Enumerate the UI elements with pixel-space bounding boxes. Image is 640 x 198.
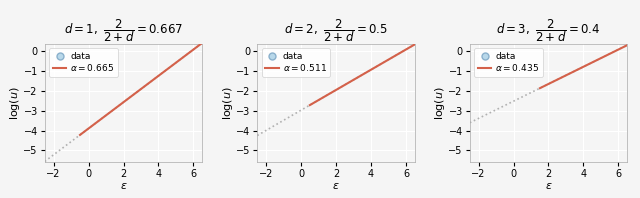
Title: $d = 1,\ \dfrac{2}{2+d} = 0.667$: $d = 1,\ \dfrac{2}{2+d} = 0.667$ — [64, 17, 183, 44]
X-axis label: $\varepsilon$: $\varepsilon$ — [545, 181, 552, 191]
Y-axis label: $\log(u)$: $\log(u)$ — [221, 86, 235, 120]
Title: $d = 2,\ \dfrac{2}{2+d} = 0.5$: $d = 2,\ \dfrac{2}{2+d} = 0.5$ — [284, 17, 388, 44]
X-axis label: $\varepsilon$: $\varepsilon$ — [332, 181, 340, 191]
Y-axis label: $\log(u)$: $\log(u)$ — [433, 86, 447, 120]
Legend: data, $\alpha = 0.665$: data, $\alpha = 0.665$ — [49, 48, 118, 77]
Y-axis label: $\log(u)$: $\log(u)$ — [8, 86, 22, 120]
Legend: data, $\alpha = 0.435$: data, $\alpha = 0.435$ — [474, 48, 543, 77]
Title: $d = 3,\ \dfrac{2}{2+d} = 0.4$: $d = 3,\ \dfrac{2}{2+d} = 0.4$ — [496, 17, 601, 44]
Legend: data, $\alpha = 0.511$: data, $\alpha = 0.511$ — [262, 48, 330, 77]
X-axis label: $\varepsilon$: $\varepsilon$ — [120, 181, 127, 191]
